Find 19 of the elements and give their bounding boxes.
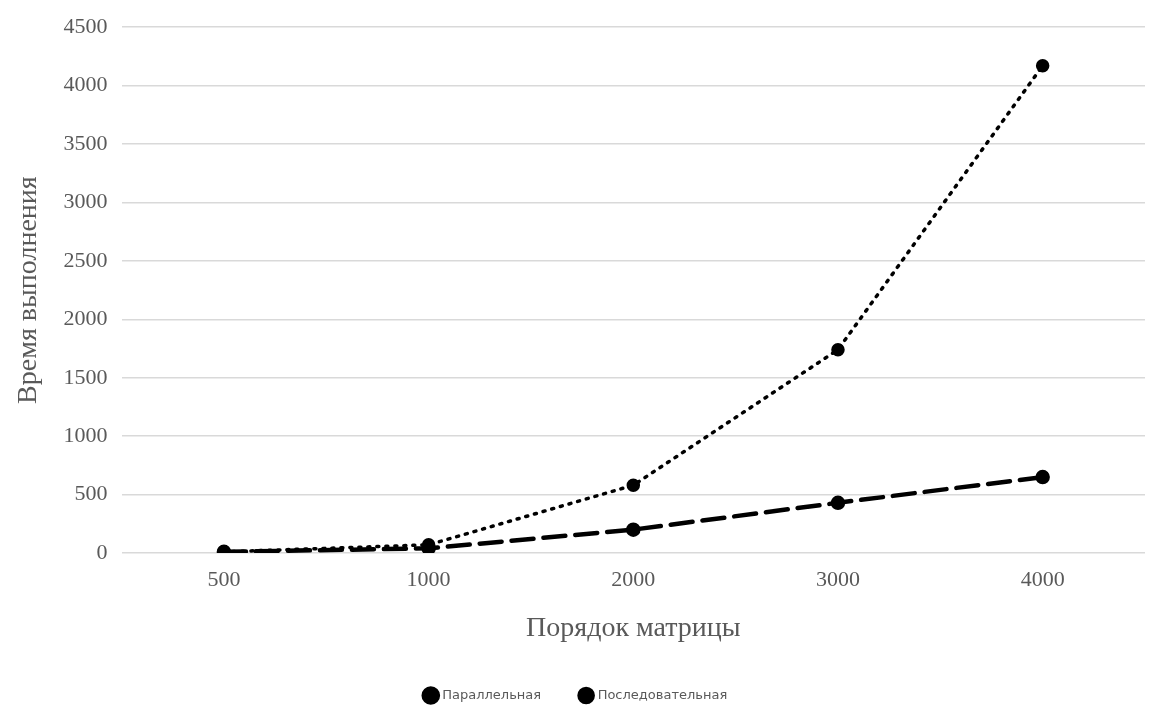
- y-tick-label: 0: [96, 538, 108, 564]
- x-tick-label: 3000: [815, 565, 860, 591]
- legend-label: Параллельная: [442, 686, 542, 702]
- y-tick-label: 3500: [63, 129, 108, 155]
- x-axis-title: Порядок матрицы: [526, 610, 741, 642]
- y-tick-label: 4000: [63, 71, 108, 97]
- legend-label: Последовательная: [597, 686, 728, 702]
- y-tick-label: 500: [74, 480, 108, 506]
- y-tick-label: 4500: [63, 12, 108, 38]
- x-tick-label: 2000: [611, 565, 656, 591]
- y-axis-title: Время выполнения: [11, 176, 43, 404]
- x-tick-label: 1000: [406, 565, 451, 591]
- y-tick-label: 2000: [63, 305, 108, 331]
- x-tick-label: 500: [207, 565, 241, 591]
- y-tick-label: 3000: [63, 188, 108, 214]
- y-tick-label: 1000: [63, 421, 108, 447]
- x-tick-label: 4000: [1020, 565, 1065, 591]
- y-tick-label: 1500: [63, 363, 108, 389]
- y-tick-label: 2500: [63, 246, 108, 272]
